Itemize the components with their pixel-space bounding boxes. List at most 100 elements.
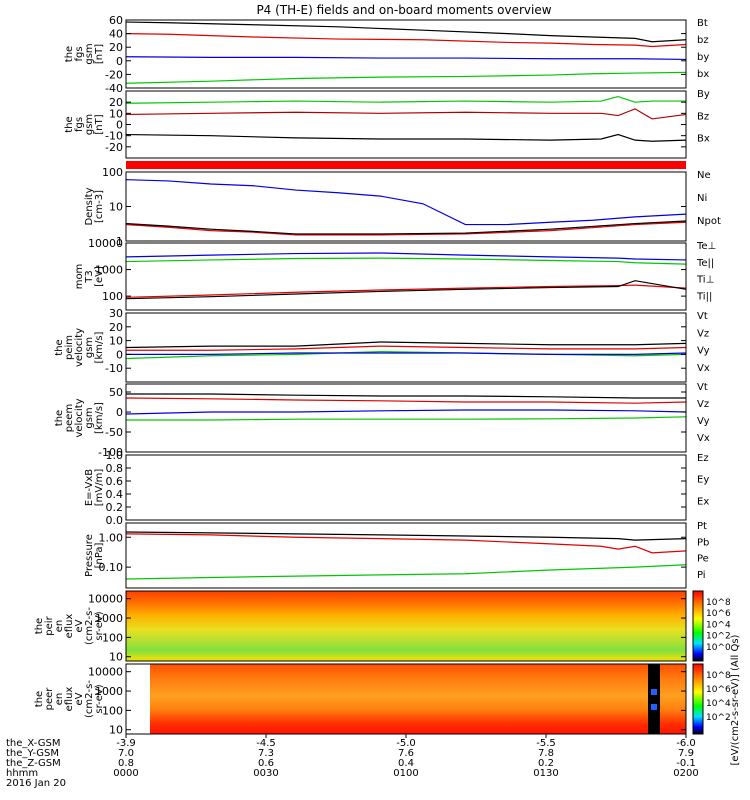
y-axis-label-line: [eV] bbox=[94, 266, 105, 287]
x-tick-label: 0130 bbox=[533, 768, 558, 779]
spectrogram-gap-dark bbox=[648, 664, 660, 734]
legend-entry: Bt bbox=[697, 18, 708, 29]
x-tick-label: 0.8 bbox=[118, 758, 134, 769]
panel-frame bbox=[125, 19, 687, 89]
y-axis-label-line: fgs bbox=[74, 117, 85, 132]
y-axis-label-line: en bbox=[54, 620, 65, 633]
x-tick-label: -6.0 bbox=[676, 738, 696, 749]
y-tick-label: 10 bbox=[109, 201, 123, 214]
series-line-Bx bbox=[125, 133, 687, 142]
legend-entry: Bz bbox=[697, 111, 709, 122]
y-tick-label: 0.0 bbox=[106, 514, 124, 527]
colorbar bbox=[692, 590, 704, 662]
x-tick-label: 0.4 bbox=[398, 758, 414, 769]
x-axis-row-label: the_Z-GSM bbox=[6, 758, 61, 769]
series-line-Vx bbox=[125, 409, 687, 415]
panel-frame bbox=[125, 312, 687, 383]
legend-entry: bx bbox=[697, 69, 709, 80]
legend-entry: Ez bbox=[697, 453, 709, 464]
y-tick-label: -50 bbox=[105, 426, 123, 439]
y-tick-label: 0.10 bbox=[99, 561, 124, 574]
colorbar-tick-label: 10^0 bbox=[706, 643, 731, 653]
legend-entry: Vx bbox=[697, 433, 710, 444]
series-line-by bbox=[125, 56, 687, 61]
panel-frame bbox=[125, 522, 687, 589]
colorbar-tick-label: 10^8 bbox=[706, 598, 731, 608]
series-line-Te⊥ bbox=[125, 284, 687, 298]
y-axis-label-line: velocity bbox=[74, 328, 85, 367]
series-line-Bz bbox=[125, 108, 687, 120]
y-axis-label-line: velocity bbox=[74, 398, 85, 437]
y-tick-label: 10000 bbox=[88, 593, 123, 606]
x-tick-label: 0200 bbox=[673, 768, 698, 779]
y-tick-label: 1 bbox=[116, 235, 123, 248]
x-tick-label: -5.5 bbox=[536, 738, 556, 749]
y-tick-label: 100 bbox=[102, 704, 123, 717]
y-tick-label: 50 bbox=[109, 386, 123, 399]
legend-entry: Ey bbox=[697, 475, 709, 486]
panel-frame bbox=[125, 454, 687, 521]
y-tick-label: 60 bbox=[109, 14, 123, 27]
y-axis-label-line: [km/s] bbox=[94, 331, 105, 363]
legend-entry: Ti⊥ bbox=[696, 275, 714, 286]
y-tick-label: 10000 bbox=[88, 237, 123, 250]
spectrogram-image bbox=[126, 664, 686, 734]
y-axis-label: the peer en eflux eV (cm2-s-sr-eV) bbox=[34, 680, 105, 718]
x-tick-label: -4.5 bbox=[256, 738, 276, 749]
y-axis-label-line: T3 bbox=[84, 270, 95, 283]
legend-entry: Vt bbox=[697, 382, 708, 393]
colorbar-tick-label: 10^6 bbox=[706, 685, 731, 695]
legend-entry: Pt bbox=[697, 521, 707, 532]
series-line-Te|| bbox=[125, 280, 687, 300]
series-line-Pe bbox=[125, 564, 687, 580]
colorbar-tick-label: 10^6 bbox=[706, 609, 731, 619]
y-axis-label-line: the bbox=[34, 618, 45, 634]
y-axis-label-line: [nT] bbox=[94, 44, 105, 64]
y-axis-label-line: [nPa] bbox=[94, 542, 105, 568]
y-axis-label-line: eflux bbox=[64, 687, 75, 712]
y-tick-label: -10 bbox=[105, 362, 123, 375]
mode-bar bbox=[126, 161, 686, 169]
legend-entry: Vt bbox=[697, 311, 708, 322]
y-axis-label-line: peer bbox=[44, 687, 55, 711]
series-line-Bt bbox=[125, 21, 687, 43]
legend-entry: Ex bbox=[697, 496, 709, 507]
y-axis-label-line: peir bbox=[44, 615, 55, 635]
panel-peir_spectrogram: 10000 1000 100 10 the peir en eflux eV (cm2-s-sr-… bbox=[34, 590, 687, 664]
series-line-Vy bbox=[125, 351, 687, 360]
colorbar-tick-label: 10^8 bbox=[706, 671, 731, 681]
y-tick-label: 100 bbox=[102, 166, 123, 179]
legend-entry: Vz bbox=[697, 328, 709, 339]
x-tick-label: 7.3 bbox=[258, 748, 274, 759]
x-axis-row-label: the_X-GSM bbox=[6, 738, 60, 749]
colorbar-label: [eV/(cm2-s-sr-eV)] (All Qs) bbox=[730, 634, 741, 765]
x-tick-label: 0000 bbox=[113, 768, 138, 779]
y-tick-label: 0.4 bbox=[106, 488, 124, 501]
y-tick-label: 1000 bbox=[95, 685, 123, 698]
y-tick-label: 0 bbox=[116, 119, 123, 132]
legend-entry: by bbox=[697, 52, 709, 63]
y-tick-label: 0 bbox=[116, 406, 123, 419]
x-tick-label: 0100 bbox=[393, 768, 418, 779]
y-tick-label: 10 bbox=[109, 724, 123, 737]
colorbar-tick-label: 10^2 bbox=[706, 632, 731, 642]
y-tick-label: 0.6 bbox=[106, 475, 124, 488]
x-axis-row-label: hhmm bbox=[6, 768, 38, 779]
y-axis-label: the peem velocity gsm [km/s] bbox=[54, 398, 105, 437]
legend-entry: Ti|| bbox=[696, 291, 712, 302]
panel-frame bbox=[125, 242, 687, 311]
legend-entry: Te|| bbox=[696, 258, 714, 269]
y-tick-label: -100 bbox=[98, 446, 123, 459]
legend-entry: Vz bbox=[697, 399, 709, 410]
spectrogram-gap bbox=[126, 664, 150, 734]
y-axis-label-line: the bbox=[54, 410, 65, 426]
y-axis-label-line: gsm bbox=[84, 337, 95, 358]
y-tick-label: 100 bbox=[102, 290, 123, 303]
y-tick-label: 1.0 bbox=[106, 449, 124, 462]
spectrogram-patch bbox=[651, 704, 657, 710]
y-axis-label-line: mom bbox=[74, 264, 85, 290]
panel-frame bbox=[125, 590, 687, 662]
